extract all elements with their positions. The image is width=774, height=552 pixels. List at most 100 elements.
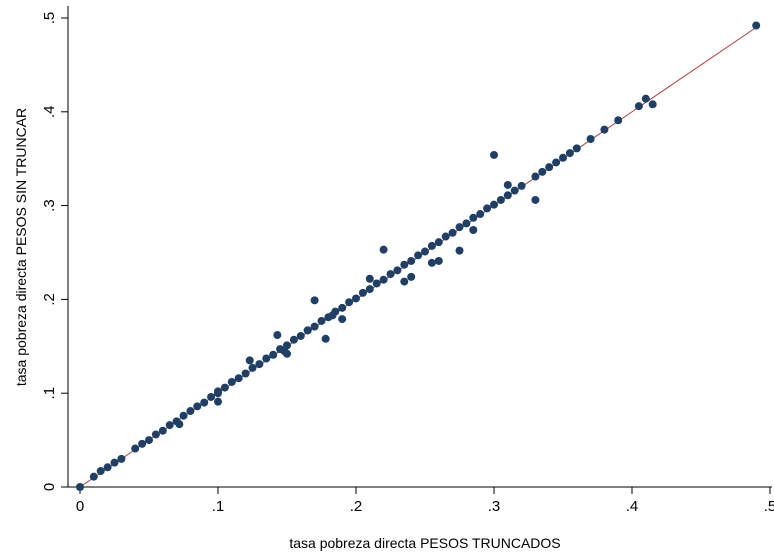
data-point xyxy=(303,326,312,335)
data-point xyxy=(117,454,126,463)
data-point xyxy=(193,402,202,411)
data-point xyxy=(414,251,423,260)
data-point xyxy=(455,223,464,232)
data-point xyxy=(358,288,367,297)
data-point xyxy=(283,349,291,358)
axes-frame xyxy=(67,6,772,488)
x-tick-label: .2 xyxy=(350,498,363,515)
data-point xyxy=(427,241,436,250)
data-point xyxy=(338,315,347,324)
data-point xyxy=(328,311,337,320)
data-point xyxy=(545,163,554,172)
data-point xyxy=(379,245,388,254)
data-point xyxy=(296,331,305,340)
data-point xyxy=(248,363,257,372)
data-point xyxy=(752,21,761,30)
data-point xyxy=(565,149,574,158)
data-point xyxy=(641,94,650,103)
data-point xyxy=(503,191,512,200)
y-tick-label: 0 xyxy=(41,483,58,491)
x-axis-title: tasa pobreza directa PESOS TRUNCADOS xyxy=(289,535,560,551)
data-point xyxy=(158,426,167,435)
data-point xyxy=(496,195,505,204)
data-point xyxy=(165,421,174,430)
data-point xyxy=(441,232,450,241)
x-ticks: 0 .1 .2 .3 .4 .5 xyxy=(76,487,774,515)
y-tick-label: .1 xyxy=(41,387,58,400)
data-point xyxy=(517,181,526,190)
data-point xyxy=(552,158,561,167)
data-point xyxy=(614,116,623,125)
y-tick-label: .2 xyxy=(41,293,58,306)
data-point xyxy=(365,285,374,294)
data-point xyxy=(234,374,243,383)
x-tick-label: 0 xyxy=(76,498,84,515)
data-point xyxy=(634,102,643,111)
data-point xyxy=(352,294,360,303)
data-point xyxy=(76,483,84,491)
data-point xyxy=(531,172,540,181)
data-point xyxy=(407,256,416,265)
data-point xyxy=(455,246,464,255)
y-ticks: 0 .1 .2 .3 .4 .5 xyxy=(41,12,68,491)
data-point xyxy=(372,279,381,288)
data-point xyxy=(448,228,457,237)
data-point xyxy=(273,331,282,340)
data-point xyxy=(407,272,416,281)
data-point xyxy=(151,430,160,439)
data-point xyxy=(214,387,222,396)
data-point xyxy=(572,144,581,153)
data-point xyxy=(338,303,347,312)
data-point xyxy=(538,167,547,176)
data-point xyxy=(138,439,147,448)
data-point xyxy=(227,377,236,386)
data-point xyxy=(345,298,354,307)
data-points xyxy=(76,21,761,491)
data-point xyxy=(476,210,485,219)
data-point xyxy=(386,270,395,279)
data-point xyxy=(490,150,498,159)
data-point xyxy=(269,350,278,359)
data-point xyxy=(145,436,153,445)
data-point xyxy=(179,411,188,420)
x-tick-label: .5 xyxy=(764,498,774,515)
data-point xyxy=(207,392,216,401)
data-point xyxy=(586,135,595,144)
data-point xyxy=(469,225,478,234)
data-point xyxy=(393,266,402,275)
data-point xyxy=(434,256,443,265)
data-point xyxy=(186,407,195,416)
data-point xyxy=(400,260,409,269)
x-tick-label: .3 xyxy=(488,498,501,515)
data-point xyxy=(200,398,209,407)
data-point xyxy=(103,463,112,472)
data-point xyxy=(531,195,540,204)
data-point xyxy=(289,335,298,344)
data-point xyxy=(483,204,492,213)
data-point xyxy=(379,275,388,284)
data-point xyxy=(131,444,140,453)
data-point xyxy=(462,219,471,228)
x-tick-label: .4 xyxy=(626,498,639,515)
data-point xyxy=(648,100,657,109)
data-point xyxy=(110,458,119,467)
data-point xyxy=(469,213,478,222)
data-point xyxy=(503,180,512,189)
data-point xyxy=(214,397,222,406)
y-axis-title: tasa pobreza directa PESOS SIN TRUNCAR xyxy=(13,108,29,386)
data-point xyxy=(490,200,498,209)
y-tick-label: .3 xyxy=(41,199,58,212)
data-point xyxy=(245,356,254,365)
x-tick-label: .1 xyxy=(212,498,225,515)
data-point xyxy=(220,383,229,392)
y-tick-label: .4 xyxy=(41,106,58,119)
data-point xyxy=(255,360,264,369)
y-tick-label: .5 xyxy=(41,12,58,25)
data-point xyxy=(434,238,443,247)
data-point xyxy=(317,316,326,325)
data-point xyxy=(421,247,429,256)
data-point xyxy=(427,258,436,267)
data-point xyxy=(400,277,409,286)
data-point xyxy=(321,334,330,343)
